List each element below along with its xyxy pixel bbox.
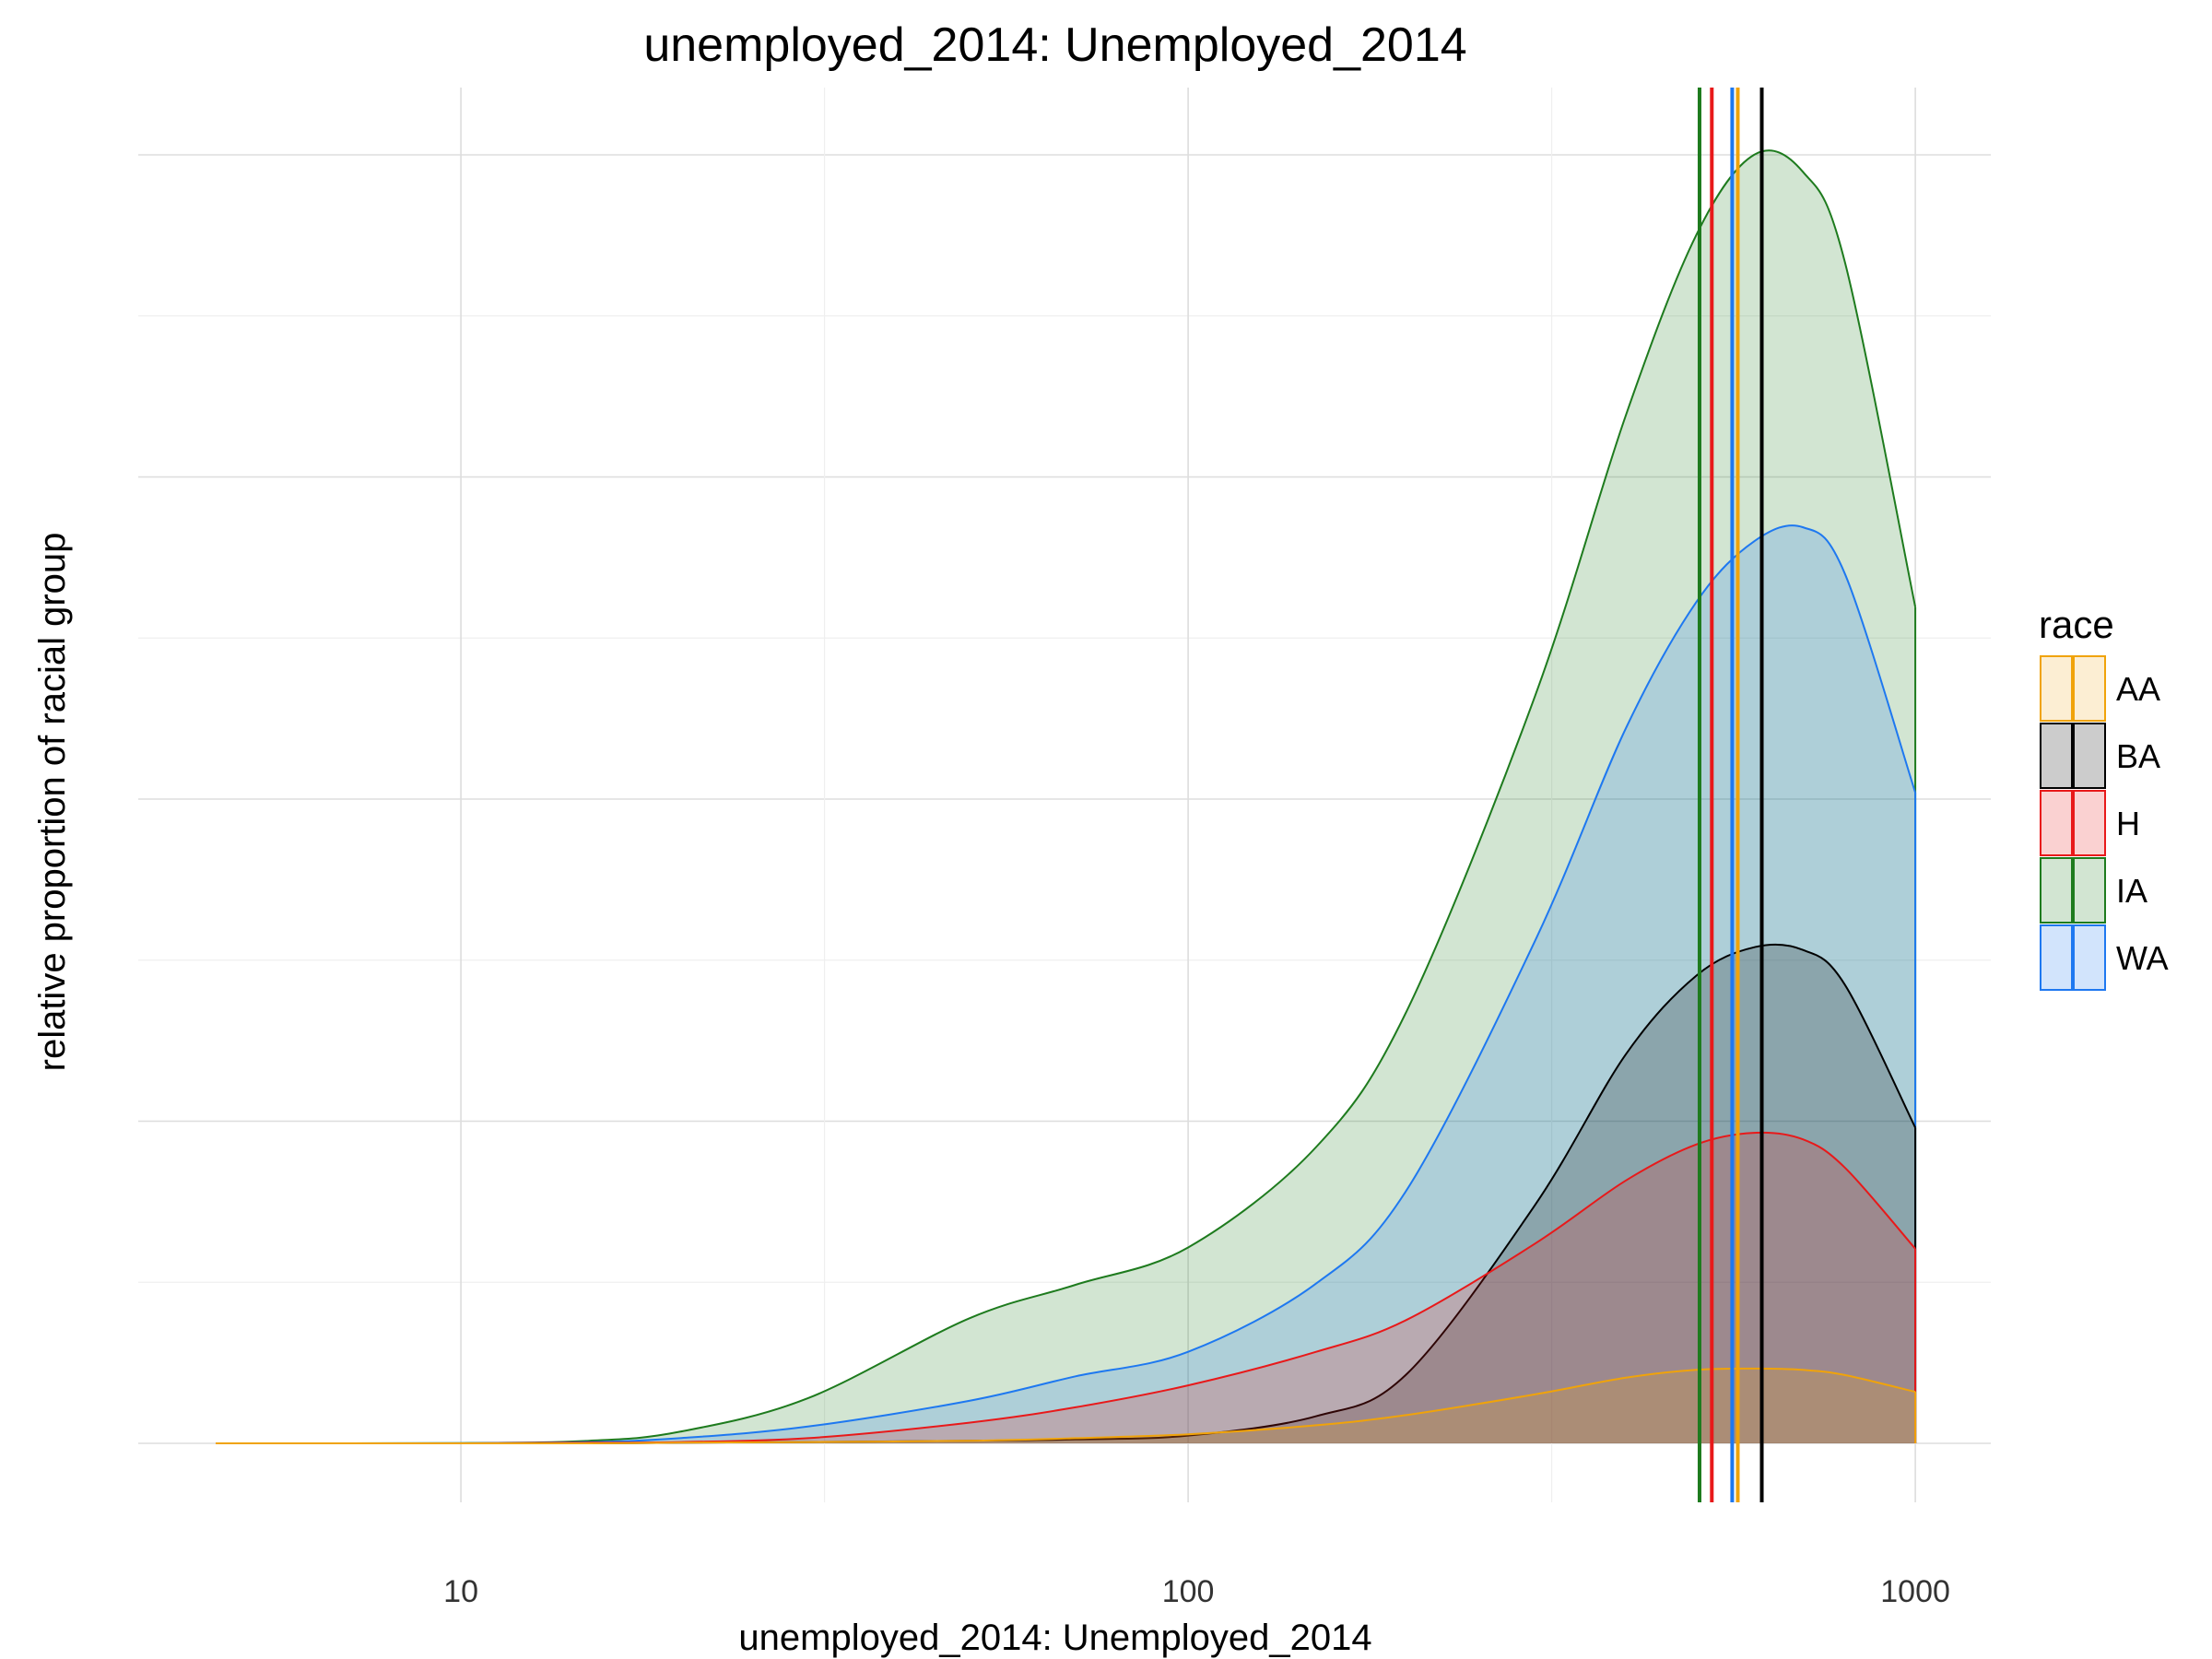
x-axis-label: unemployed_2014: Unemployed_2014 bbox=[738, 1618, 1371, 1658]
density-area-wa bbox=[216, 525, 1916, 1443]
density-area-ia bbox=[216, 150, 1916, 1443]
density-area-aa bbox=[216, 1368, 1916, 1443]
density-areas bbox=[215, 149, 1917, 1445]
x-tick-label: 100 bbox=[1162, 1574, 1215, 1609]
median-lines bbox=[1697, 88, 1764, 1502]
x-axis-ticks: 10 100 1000 bbox=[443, 1574, 1950, 1609]
legend-title: race bbox=[2039, 603, 2114, 646]
legend-item-wa: WA bbox=[2040, 924, 2169, 991]
plot-grid bbox=[138, 88, 1991, 1502]
legend-label: AA bbox=[2116, 670, 2160, 708]
legend-label: IA bbox=[2116, 872, 2147, 910]
x-tick-label: 1000 bbox=[1880, 1574, 1950, 1609]
legend-label: H bbox=[2116, 805, 2140, 842]
y-axis-label: relative proportion of racial group bbox=[32, 533, 73, 1072]
legend-item-h: H bbox=[2040, 790, 2140, 856]
legend-label: WA bbox=[2116, 939, 2169, 977]
density-curve-wa bbox=[215, 524, 1917, 1444]
legend-label: BA bbox=[2116, 737, 2160, 775]
x-tick-label: 10 bbox=[443, 1574, 478, 1609]
legend-item-aa: AA bbox=[2040, 655, 2160, 722]
density-area-ba bbox=[216, 944, 1916, 1443]
density-area-h bbox=[216, 1132, 1916, 1443]
density-curve-ia bbox=[215, 149, 1917, 1444]
legend-item-ia: IA bbox=[2040, 857, 2147, 924]
legend: race AA BA H IA WA bbox=[2039, 603, 2169, 991]
legend-item-ba: BA bbox=[2040, 723, 2160, 789]
chart-title: unemployed_2014: Unemployed_2014 bbox=[643, 18, 1466, 72]
